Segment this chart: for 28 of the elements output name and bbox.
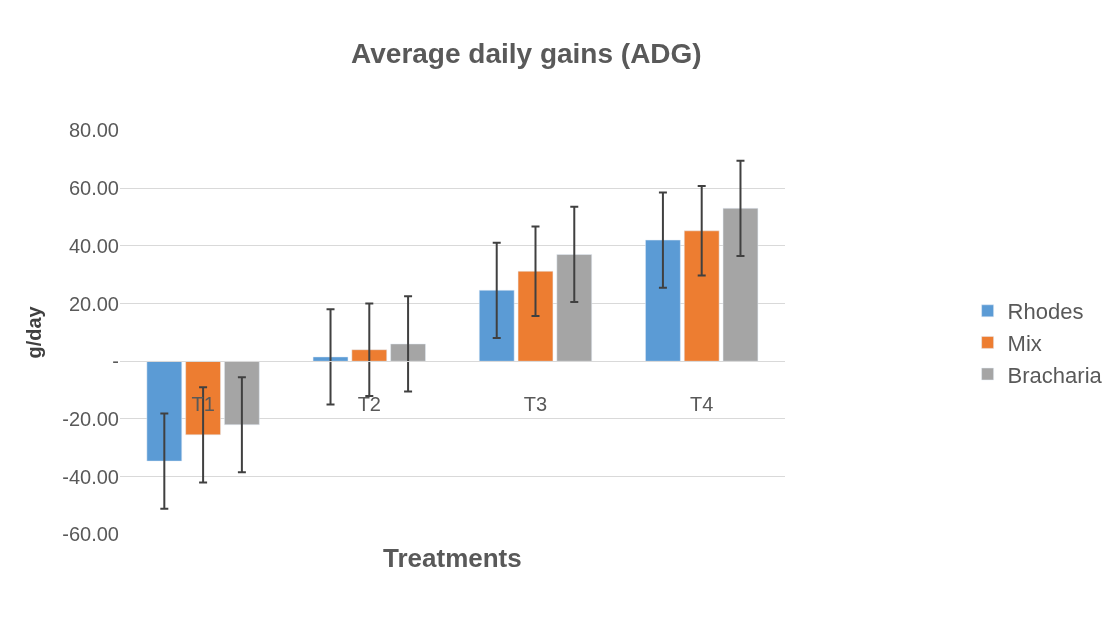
bar xyxy=(390,343,426,362)
y-tick-label: 60.00 xyxy=(68,177,119,200)
y-tick-label: 40.00 xyxy=(68,234,119,257)
chart-title: Average daily gains (ADG) xyxy=(351,38,702,70)
y-tick-label: 80.00 xyxy=(68,119,119,142)
bar xyxy=(351,349,387,362)
bar xyxy=(312,356,349,362)
y-axis-title: g/day xyxy=(22,305,45,359)
legend-label: Rhodes xyxy=(1007,299,1084,325)
bar xyxy=(517,270,554,362)
y-tick-label: - xyxy=(112,350,119,373)
bar xyxy=(224,361,260,425)
y-tick-label: -20.00 xyxy=(62,407,119,430)
y-tick-label: -60.00 xyxy=(62,523,119,546)
x-tick-label: T2 xyxy=(357,393,381,416)
bar xyxy=(146,361,183,462)
y-tick-label: -40.00 xyxy=(62,465,119,488)
bar xyxy=(645,239,681,362)
legend-label: Mix xyxy=(1007,330,1042,356)
bar xyxy=(556,254,592,362)
bar xyxy=(479,290,515,362)
bar xyxy=(684,230,720,362)
x-tick-label: T3 xyxy=(523,393,548,416)
y-tick-label: 20.00 xyxy=(68,292,119,315)
bar xyxy=(722,208,759,362)
legend-label: Bracharia xyxy=(1007,362,1103,388)
x-axis-title: Treatments xyxy=(383,543,522,573)
x-tick-label: T4 xyxy=(690,393,714,416)
